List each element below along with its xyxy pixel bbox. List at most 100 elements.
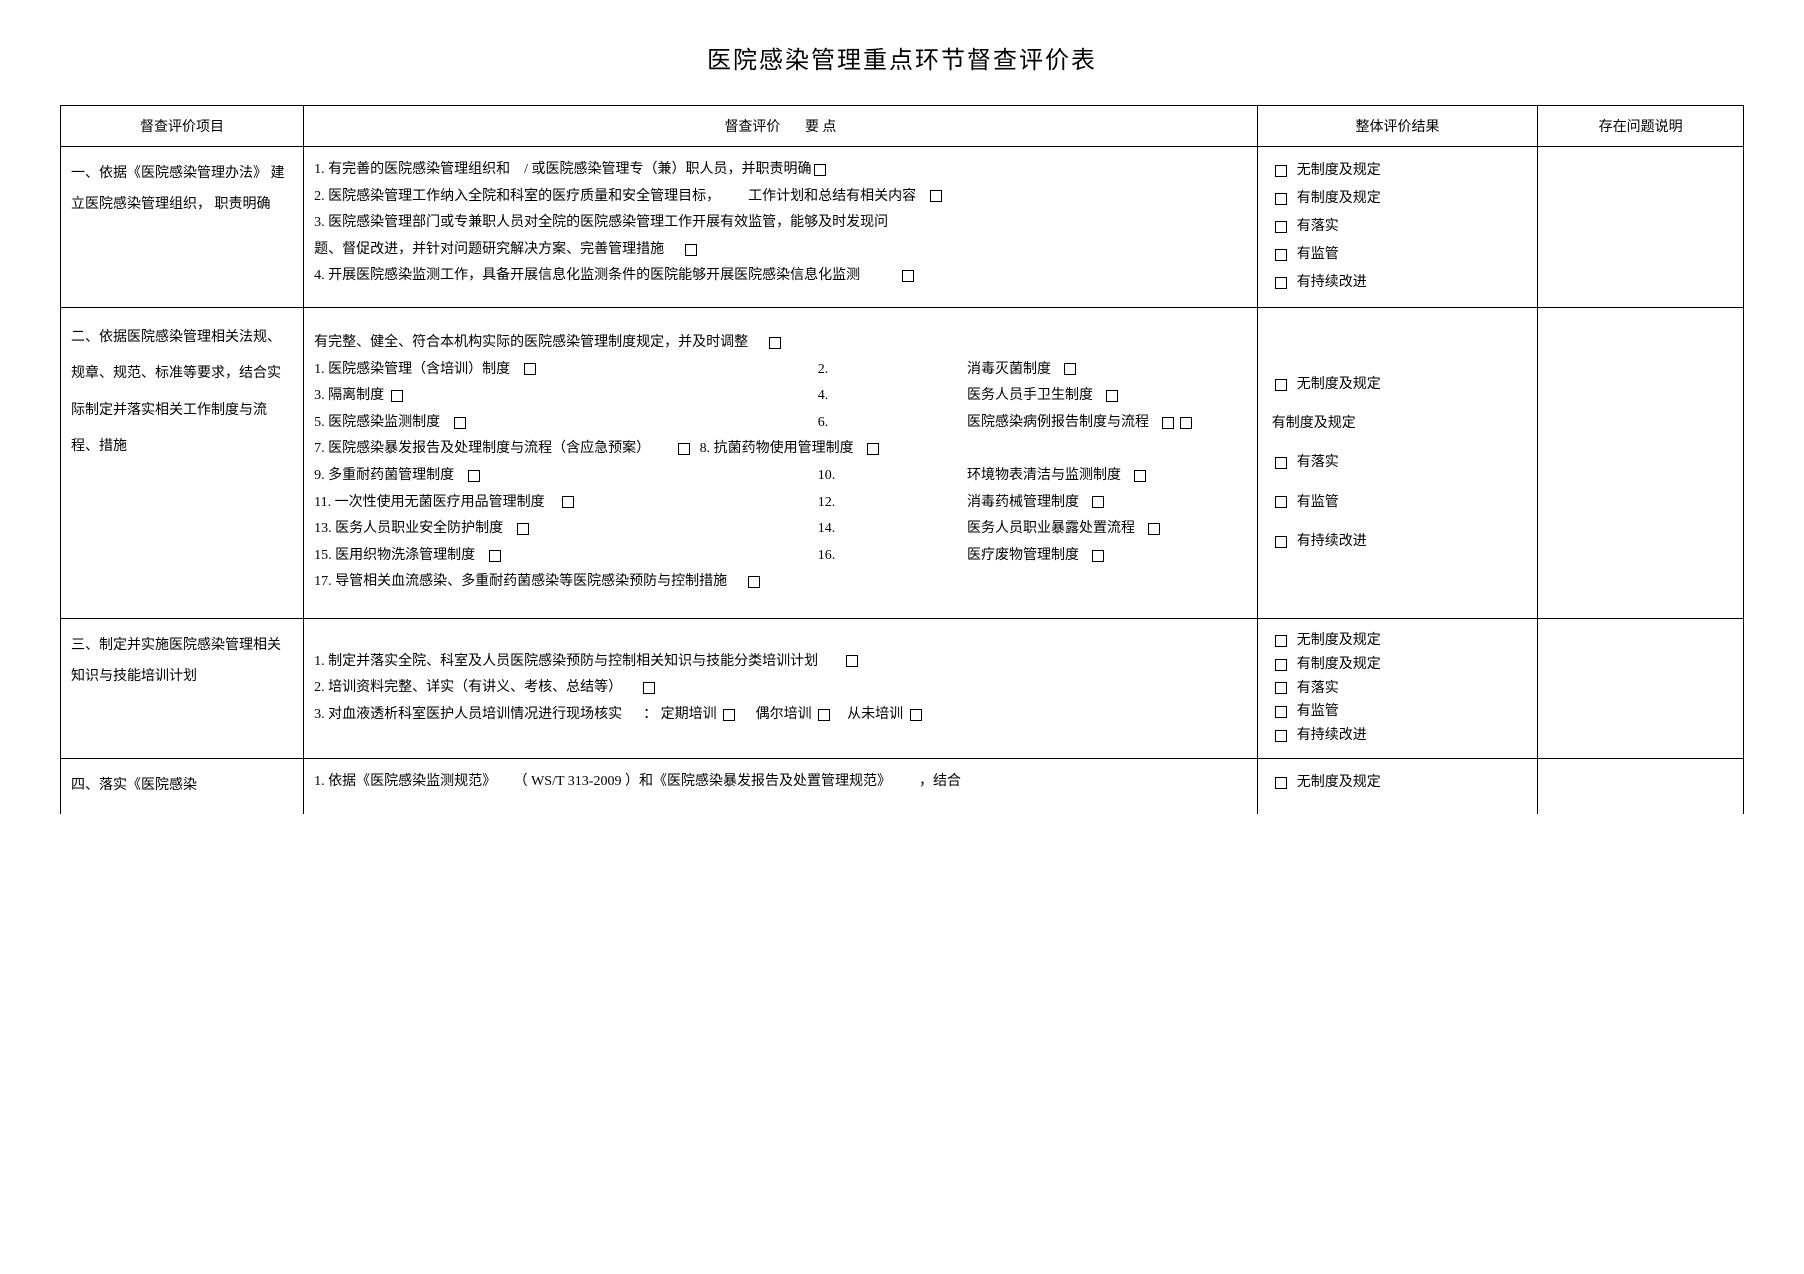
header-points-b: 要 点 xyxy=(805,120,837,135)
opt5: 有持续改进 xyxy=(1297,728,1367,743)
checkbox-icon[interactable] xyxy=(1106,390,1118,402)
table-row: 三、制定并实施医院感染管理相关知识与技能培训计划 1. 制定并落实全院、科室及人… xyxy=(61,618,1744,758)
checkbox-icon[interactable] xyxy=(524,363,536,375)
r2-l11: 11. 一次性使用无菌医疗用品管理制度 xyxy=(314,495,544,510)
checkbox-icon[interactable] xyxy=(902,270,914,282)
checkbox-icon[interactable] xyxy=(1162,417,1174,429)
r1-p3b: 题、督促改进，并针对问题研究解决方案、完善管理措施 xyxy=(314,242,664,257)
r2-r1n: 2. xyxy=(818,357,967,384)
checkbox-icon[interactable] xyxy=(1148,523,1160,535)
r2-l9: 9. 多重耐药菌管理制度 xyxy=(314,468,454,483)
r1-p3a: 3. 医院感染管理部门或专兼职人员对全院的医院感染管理工作开展有效监管，能够及时… xyxy=(314,210,1247,237)
r2-r3: 医务人员手卫生制度 xyxy=(967,388,1093,403)
r1-p4: 4. 开展医院感染监测工作，具备开展信息化监测条件的医院能够开展医院感染信息化监… xyxy=(314,268,860,283)
checkbox-icon[interactable] xyxy=(818,709,830,721)
r3-p3a: 3. 对血液透析科室医护人员培训情况进行现场核实 xyxy=(314,707,622,722)
checkbox-icon[interactable] xyxy=(1275,659,1287,671)
issues-cell-3 xyxy=(1538,618,1744,758)
evaluation-table: 督查评价项目 督查评价 要 点 整体评价结果 存在问题说明 一、依据《医院感染管… xyxy=(60,105,1744,814)
checkbox-icon[interactable] xyxy=(517,523,529,535)
points-cell-2: 有完整、健全、符合本机构实际的医院感染管理制度规定，并及时调整 1. 医院感染管… xyxy=(304,308,1258,619)
checkbox-icon[interactable] xyxy=(1275,379,1287,391)
r2-r7: 8. 抗菌药物使用管理制度 xyxy=(700,441,854,456)
checkbox-icon[interactable] xyxy=(489,550,501,562)
opt3: 有落实 xyxy=(1297,219,1339,234)
checkbox-icon[interactable] xyxy=(1064,363,1076,375)
checkbox-icon[interactable] xyxy=(846,655,858,667)
header-points-a: 督查评价 xyxy=(724,120,780,135)
opt1: 无制度及规定 xyxy=(1297,377,1381,392)
r3-p1: 1. 制定并落实全院、科室及人员医院感染预防与控制相关知识与技能分类培训计划 xyxy=(314,654,818,669)
r2-r9: 环境物表清洁与监测制度 xyxy=(967,468,1121,483)
checkbox-icon[interactable] xyxy=(643,682,655,694)
checkbox-icon[interactable] xyxy=(910,709,922,721)
checkbox-icon[interactable] xyxy=(1092,496,1104,508)
r3-p3b: ： 定期培训 xyxy=(643,707,717,722)
r2-r5: 医院感染病例报告制度与流程 xyxy=(967,415,1149,430)
checkbox-icon[interactable] xyxy=(1275,221,1287,233)
opt2: 有制度及规定 xyxy=(1297,657,1381,672)
opt4: 有监管 xyxy=(1297,247,1339,262)
r2-r13: 医务人员职业暴露处置流程 xyxy=(967,521,1135,536)
checkbox-icon[interactable] xyxy=(391,390,403,402)
r3-p2: 2. 培训资料完整、详实（有讲义、考核、总结等） xyxy=(314,680,622,695)
points-cell-3: 1. 制定并落实全院、科室及人员医院感染预防与控制相关知识与技能分类培训计划 2… xyxy=(304,618,1258,758)
checkbox-icon[interactable] xyxy=(1275,706,1287,718)
opt3: 有落实 xyxy=(1297,455,1339,470)
issues-cell-1 xyxy=(1538,147,1744,308)
checkbox-icon[interactable] xyxy=(1275,249,1287,261)
r2-l15: 15. 医用织物洗涤管理制度 xyxy=(314,548,475,563)
table-row: 四、落实《医院感染 1. 依据《医院感染监测规范》 （ WS/T 313-200… xyxy=(61,758,1744,813)
r3-p3c: 偶尔培训 xyxy=(756,707,812,722)
result-cell-3: 无制度及规定 有制度及规定 有落实 有监管 有持续改进 xyxy=(1257,618,1537,758)
checkbox-icon[interactable] xyxy=(1092,550,1104,562)
checkbox-icon[interactable] xyxy=(769,337,781,349)
checkbox-icon[interactable] xyxy=(1275,635,1287,647)
checkbox-icon[interactable] xyxy=(723,709,735,721)
opt1: 无制度及规定 xyxy=(1297,163,1381,178)
opt4: 有监管 xyxy=(1297,704,1339,719)
checkbox-icon[interactable] xyxy=(678,443,690,455)
item-cell-4: 四、落实《医院感染 xyxy=(61,758,304,813)
table-row: 二、依据医院感染管理相关法规、规章、规范、标准等要求，结合实际制定并落实相关工作… xyxy=(61,308,1744,619)
checkbox-icon[interactable] xyxy=(1134,470,1146,482)
checkbox-icon[interactable] xyxy=(1275,777,1287,789)
checkbox-icon[interactable] xyxy=(1180,417,1192,429)
checkbox-icon[interactable] xyxy=(930,190,942,202)
checkbox-icon[interactable] xyxy=(454,417,466,429)
checkbox-icon[interactable] xyxy=(814,164,826,176)
checkbox-icon[interactable] xyxy=(1275,496,1287,508)
opt2: 有制度及规定 xyxy=(1297,191,1381,206)
checkbox-icon[interactable] xyxy=(1275,457,1287,469)
checkbox-icon[interactable] xyxy=(1275,730,1287,742)
item-cell-1: 一、依据《医院感染管理办法》 建立医院感染管理组织， 职责明确 xyxy=(61,147,304,308)
checkbox-icon[interactable] xyxy=(685,244,697,256)
opt5: 有持续改进 xyxy=(1297,275,1367,290)
result-cell-1: 无制度及规定 有制度及规定 有落实 有监管 有持续改进 xyxy=(1257,147,1537,308)
table-header-row: 督查评价项目 督查评价 要 点 整体评价结果 存在问题说明 xyxy=(61,106,1744,147)
opt1: 无制度及规定 xyxy=(1297,633,1381,648)
header-item: 督查评价项目 xyxy=(61,106,304,147)
opt5: 有持续改进 xyxy=(1297,534,1367,549)
checkbox-icon[interactable] xyxy=(1275,682,1287,694)
checkbox-icon[interactable] xyxy=(748,576,760,588)
r2-l13: 13. 医务人员职业安全防护制度 xyxy=(314,521,503,536)
r2-l5: 5. 医院感染监测制度 xyxy=(314,415,440,430)
checkbox-icon[interactable] xyxy=(867,443,879,455)
page-title: 医院感染管理重点环节督查评价表 xyxy=(60,40,1744,75)
checkbox-icon[interactable] xyxy=(1275,165,1287,177)
r4-p1b: （ WS/T 313-2009 ）和《医院感染暴发报告及处置管理规范》 xyxy=(514,774,891,789)
result-cell-4: 无制度及规定 xyxy=(1257,758,1537,813)
checkbox-icon[interactable] xyxy=(1275,536,1287,548)
header-points: 督查评价 要 点 xyxy=(304,106,1258,147)
r1-p1: 1. 有完善的医院感染管理组织和 / 或医院感染管理专（兼）职人员，并职责明确 xyxy=(314,162,811,177)
checkbox-icon[interactable] xyxy=(562,496,574,508)
opt3: 有落实 xyxy=(1297,681,1339,696)
opt4: 有监管 xyxy=(1297,495,1339,510)
checkbox-icon[interactable] xyxy=(1275,193,1287,205)
points-cell-4: 1. 依据《医院感染监测规范》 （ WS/T 313-2009 ）和《医院感染暴… xyxy=(304,758,1258,813)
checkbox-icon[interactable] xyxy=(468,470,480,482)
result-cell-2: 无制度及规定 有制度及规定 有落实 有监管 有持续改进 xyxy=(1257,308,1537,619)
r2-r15: 医疗废物管理制度 xyxy=(967,548,1079,563)
checkbox-icon[interactable] xyxy=(1275,277,1287,289)
